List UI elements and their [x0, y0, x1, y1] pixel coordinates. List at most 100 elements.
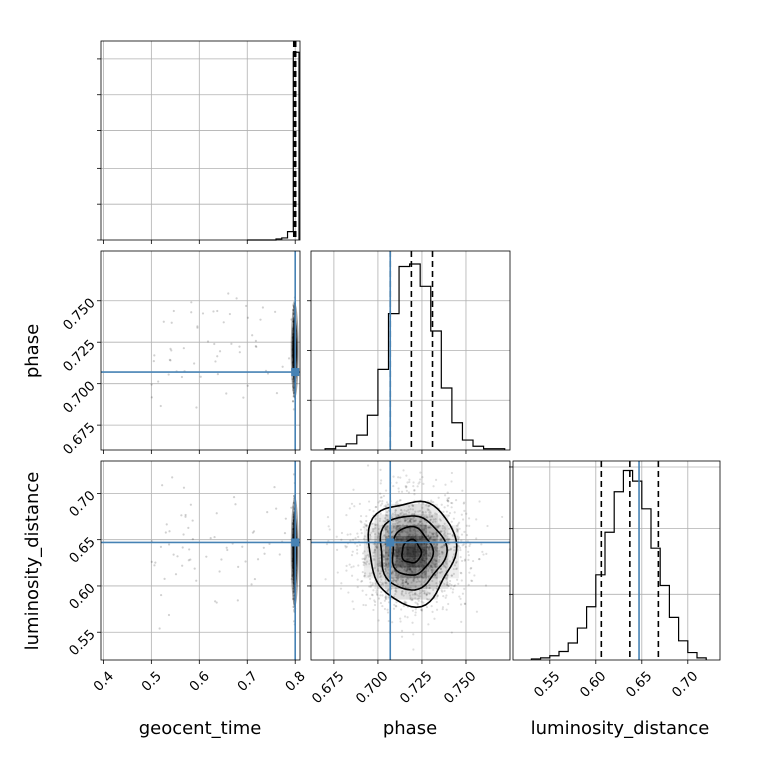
phase-vs-geocent-point: [292, 311, 295, 314]
phase-vs-geocent-truth-marker: [291, 368, 300, 377]
ld-vs-phase-point: [443, 544, 446, 547]
ld-vs-phase-point: [405, 580, 408, 584]
phase-vs-geocent-point: [150, 383, 153, 386]
ld-vs-phase-point: [409, 567, 412, 571]
ld-hist-panel: 0.55 0.60 0.65 0.70: [509, 460, 721, 701]
ld-vs-phase-point: [375, 592, 379, 595]
ld-vs-phase-point: [425, 586, 428, 589]
ld-vs-phase-point: [471, 559, 475, 563]
ld-vs-phase-point: [418, 520, 421, 523]
ld-vs-phase-point: [455, 524, 459, 527]
ld-vs-geocent-point: [250, 583, 253, 586]
phase-vs-geocent-point: [230, 342, 233, 345]
ld-vs-phase-point: [418, 589, 421, 592]
x-axis-label-2: luminosity_distance: [531, 718, 710, 739]
ld-vs-phase-point: [380, 590, 383, 594]
ld-vs-phase-density-cell: [416, 514, 428, 526]
ld-vs-phase-density-cell: [395, 546, 407, 558]
ld-vs-phase-point: [404, 586, 407, 589]
ld-vs-phase-point: [393, 522, 397, 526]
ld-vs-phase-point: [415, 580, 418, 584]
ld-vs-phase-density-cell: [406, 546, 417, 558]
ld-vs-phase-point: [412, 485, 415, 488]
ld-vs-phase-point: [436, 585, 439, 588]
ld-vs-phase-point: [400, 530, 403, 533]
ld-vs-phase-point: [441, 608, 444, 611]
ld-vs-phase-point: [377, 619, 380, 622]
ld-vs-phase-point: [440, 570, 444, 573]
ld-vs-phase-point: [377, 501, 380, 504]
ld-vs-phase-point: [382, 555, 386, 558]
ld-vs-phase-point: [372, 608, 375, 612]
ld-vs-phase-point: [422, 528, 426, 531]
ld-vs-geocent-point: [184, 515, 187, 518]
ld-vs-phase-point: [428, 504, 431, 508]
ld-vs-phase-point: [428, 551, 432, 554]
ld-vs-phase-point: [418, 521, 421, 524]
ld-vs-phase-point: [435, 534, 439, 537]
phase-vs-geocent-point: [259, 318, 262, 321]
ld-vs-phase-density-cell: [416, 567, 428, 579]
ld-vs-phase-point: [456, 578, 459, 581]
ld-vs-geocent-panel-bg: [101, 461, 300, 660]
phase-vs-geocent-point: [254, 339, 258, 342]
ld-vs-phase-point: [434, 548, 437, 552]
ld-vs-phase-point: [404, 512, 408, 516]
phase-vs-geocent-point: [152, 360, 155, 363]
ld-vs-geocent-point: [241, 545, 244, 548]
ld-vs-phase-point: [431, 533, 435, 536]
ld-vs-phase-point: [469, 567, 472, 570]
ld-vs-phase-point: [400, 592, 403, 595]
ld-vs-geocent-point: [253, 577, 257, 581]
ld-vs-phase-truth-marker: [386, 538, 395, 547]
ld-vs-phase-point: [435, 532, 438, 535]
ld-vs-phase-point: [402, 604, 405, 608]
ld-vs-phase-point: [429, 555, 432, 558]
ld-vs-phase-point: [363, 523, 366, 526]
ld-vs-phase-point: [382, 558, 385, 561]
ld-vs-phase-point: [370, 531, 373, 534]
ld-vs-phase-point: [403, 581, 406, 584]
ld-vs-phase-point: [396, 522, 399, 525]
phase-vs-geocent-point: [196, 326, 199, 329]
ld-vs-phase-point: [428, 545, 432, 548]
ld-vs-phase-density-cell: [437, 578, 449, 589]
ld-vs-phase-point: [418, 481, 421, 484]
ld-vs-phase-point: [385, 563, 388, 566]
ld-vs-phase-density-cell: [374, 546, 385, 558]
ld-vs-phase-point: [452, 553, 456, 556]
ld-vs-phase-point: [348, 563, 351, 566]
ld-vs-phase-point: [414, 585, 417, 588]
ld-vs-phase-point: [432, 539, 435, 542]
ld-vs-phase-point: [478, 558, 481, 561]
ld-vs-geocent-point: [237, 565, 240, 568]
geocent-time-hist-panel-bg: [101, 41, 300, 240]
ld-vs-phase-point: [395, 601, 398, 604]
ld-vs-phase-point: [413, 489, 416, 492]
ld-vs-phase-point: [438, 524, 442, 527]
phase-vs-geocent-ytick-label-2: 0.725: [60, 337, 99, 376]
ld-vs-phase-point: [430, 605, 433, 608]
ld-vs-geocent-point: [187, 526, 190, 529]
ld-vs-phase-point: [441, 527, 444, 530]
y-axis-label-0: phase: [22, 324, 43, 378]
ld-vs-phase-point: [405, 524, 408, 527]
ld-vs-phase-point: [453, 545, 456, 549]
ld-vs-phase-point: [450, 471, 453, 475]
ld-vs-phase-point: [372, 522, 375, 525]
ld-vs-phase-point: [374, 506, 377, 509]
ld-vs-phase-point: [383, 561, 386, 565]
ld-vs-phase-density-cell: [437, 546, 449, 558]
ld-vs-geocent-point: [163, 577, 166, 580]
ld-vs-phase-point: [383, 599, 386, 602]
ld-vs-phase-point: [387, 554, 390, 558]
ld-vs-geocent-xtick-label-0: 0.4: [91, 668, 118, 695]
ld-vs-phase-point: [436, 533, 439, 536]
ld-vs-phase-point: [433, 617, 436, 620]
ld-vs-phase-point: [401, 578, 404, 581]
ld-vs-phase-density-cell: [406, 525, 417, 536]
ld-vs-phase-point: [446, 504, 449, 507]
ld-vs-phase-point: [413, 488, 416, 492]
ld-vs-phase-point: [386, 511, 389, 514]
ld-vs-phase-point: [400, 608, 403, 611]
